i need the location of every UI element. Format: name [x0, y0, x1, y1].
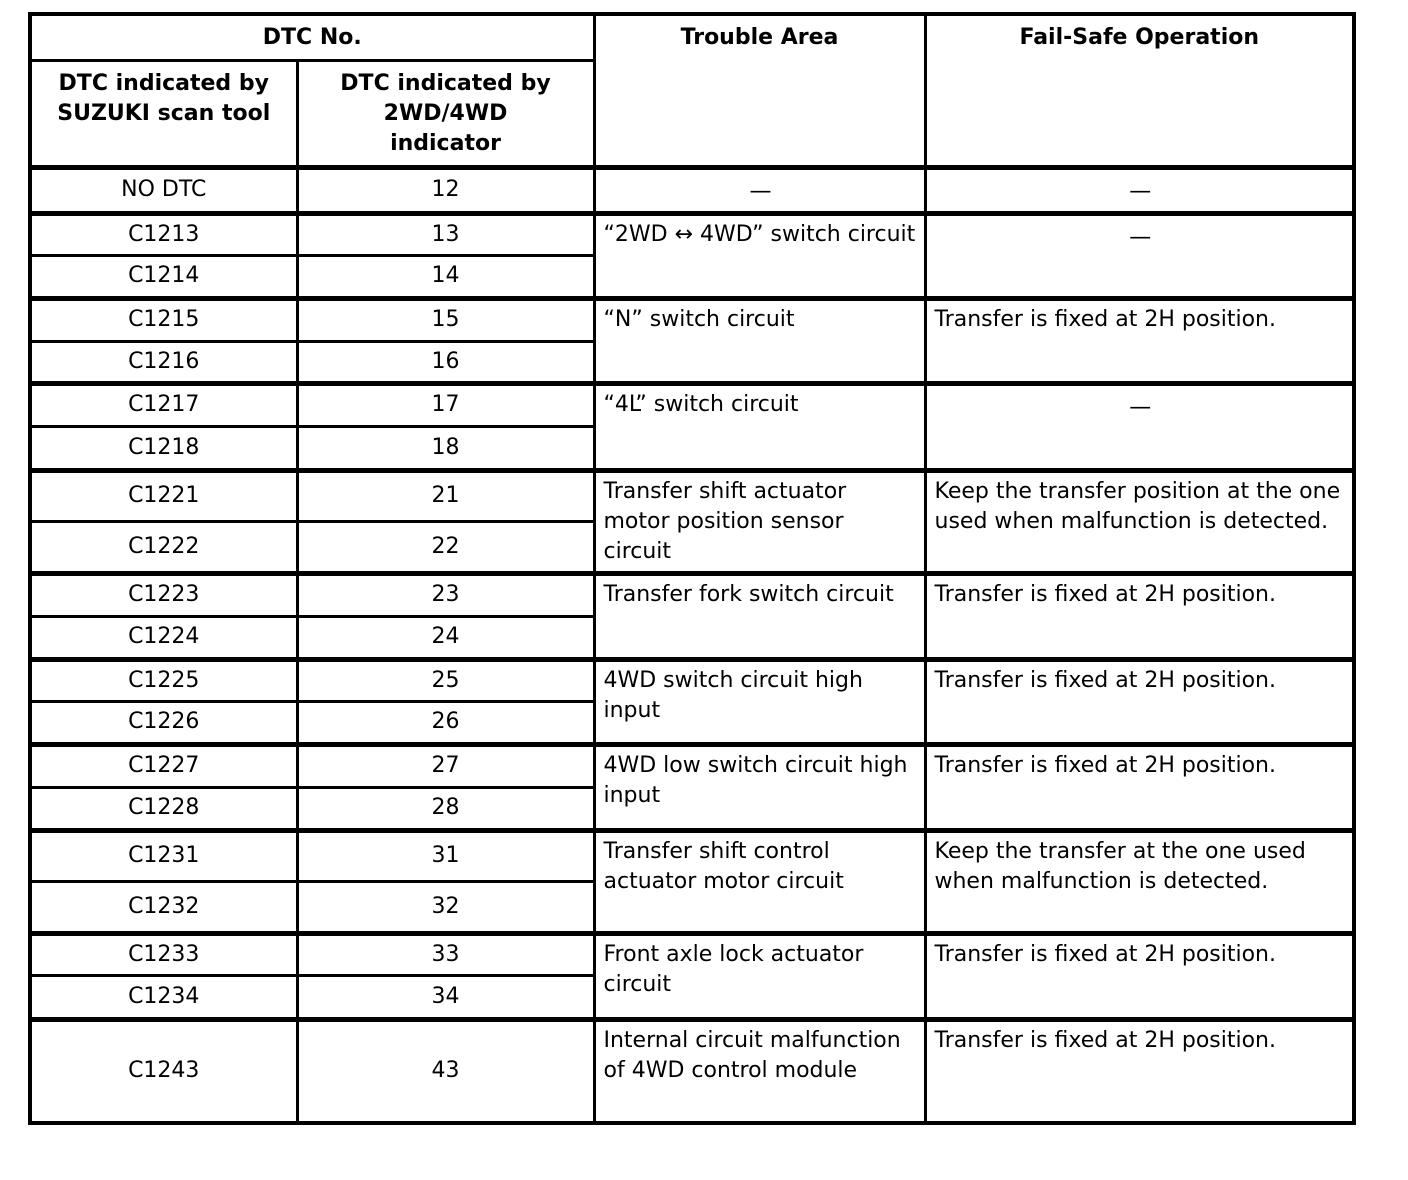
failsafe-cell: Transfer is fixed at 2H position.: [923, 570, 1356, 661]
dtc-code-cell: C1234: [28, 973, 299, 1021]
indicator-code-cell: 43: [295, 1016, 596, 1125]
dtc-table: DTC No. Trouble Area Fail-Safe Operation…: [28, 12, 1356, 1125]
table-row: C1233 33 Front axle lock actuator circuit T…: [28, 930, 1356, 1021]
table-row: C1221 21 Transfer shift actuator motor pos…: [28, 467, 1356, 575]
dtc-code-cell: C1227: [28, 741, 299, 789]
indicator-code-cell: 15: [295, 295, 596, 343]
dtc-code-cell: C1216: [28, 339, 299, 385]
dtc-code-cell: C1218: [28, 424, 299, 472]
table-row: NO DTC 12— —: [28, 164, 1356, 215]
trouble-area-cell: Transfer shift actuator motor position s…: [592, 467, 927, 575]
header-indicator: DTC indicated by 2WD/4WD indicator: [295, 58, 596, 169]
trouble-area-cell: “N” switch circuit: [592, 295, 927, 385]
dtc-code-cell: C1228: [28, 785, 299, 832]
indicator-code-cell: 33: [295, 930, 596, 977]
table-row: C1226 26: [28, 699, 1354, 746]
table-row: C1213 13 “2WD ↔ 4WD” switch circuit —: [28, 210, 1356, 300]
dtc-code-cell: C1214: [28, 253, 299, 300]
dtc-code-cell: C1224: [28, 614, 299, 661]
table-row: C1231 31 Transfer shift control actuator m…: [28, 827, 1356, 935]
table-row: C1243 43 Internal circuit malfunction of 4…: [28, 1016, 1356, 1125]
indicator-code-cell: 34: [295, 973, 596, 1021]
dtc-code-cell: C1215: [28, 295, 299, 343]
indicator-code-cell: 23: [295, 570, 596, 618]
indicator-code-cell: 31: [295, 827, 596, 883]
trouble-area-cell: “2WD ↔ 4WD” switch circuit: [592, 210, 927, 300]
indicator-code-cell: 32: [295, 879, 596, 935]
trouble-area-cell: 4WD switch circuit high input: [592, 656, 927, 746]
indicator-code-cell: 25: [295, 656, 596, 703]
failsafe-cell: —: [923, 380, 1356, 472]
header-trouble-area: Trouble Area: [592, 12, 927, 169]
failsafe-cell: Transfer is fixed at 2H position.: [923, 930, 1356, 1021]
table-row: C1216 16: [28, 339, 1354, 385]
failsafe-cell: Transfer is fixed at 2H position.: [923, 295, 1356, 385]
table-row: C1227 27 4WD low switch circuit high input…: [28, 741, 1356, 832]
failsafe-cell: —: [923, 210, 1356, 300]
header-row-1: DTC No. Trouble Area Fail-Safe Operation: [28, 12, 1356, 169]
table-row: C1224 24: [28, 614, 1354, 661]
dtc-code-cell: C1213: [28, 210, 299, 257]
trouble-area-cell: “4L” switch circuit: [592, 380, 927, 472]
header-row-2: DTC indicated by SUZUKI scan tool DTC in…: [28, 58, 1354, 169]
indicator-code-cell: 26: [295, 699, 596, 746]
header-scan-tool: DTC indicated by SUZUKI scan tool: [28, 58, 299, 169]
header-fail-safe: Fail-Safe Operation: [923, 12, 1356, 169]
indicator-code-cell: 27: [295, 741, 596, 789]
dtc-code-cell: C1226: [28, 699, 299, 746]
dtc-code-cell: C1221: [28, 467, 299, 523]
failsafe-cell: —: [923, 164, 1356, 215]
failsafe-cell: Keep the transfer position at the one us…: [923, 467, 1356, 575]
indicator-code-cell: 18: [295, 424, 596, 472]
dtc-code-cell: C1223: [28, 570, 299, 618]
indicator-code-cell: 22: [295, 519, 596, 575]
failsafe-cell: Transfer is fixed at 2H position.: [923, 656, 1356, 746]
dtc-code-cell: C1233: [28, 930, 299, 977]
failsafe-cell: Transfer is fixed at 2H position.: [923, 1016, 1356, 1125]
header-dtc-no: DTC No.: [28, 12, 596, 62]
dtc-code-cell: NO DTC: [28, 164, 299, 215]
table-row: C1228 28: [28, 785, 1354, 832]
table-row: C1223 23 Transfer fork switch circuit Trans…: [28, 570, 1356, 661]
indicator-code-cell: 14: [295, 253, 596, 300]
indicator-code-cell: 24: [295, 614, 596, 661]
table-row: C1222 22: [28, 519, 1354, 575]
indicator-code-cell: 28: [295, 785, 596, 832]
indicator-code-cell: 17: [295, 380, 596, 428]
trouble-area-cell: Internal circuit malfunction of 4WD cont…: [592, 1016, 927, 1125]
failsafe-cell: Transfer is fixed at 2H position.: [923, 741, 1356, 832]
table-row: C1215 15 “N” switch circuit Transfer is fix…: [28, 295, 1356, 385]
indicator-code-cell: 12: [295, 164, 596, 215]
table-row: C1218 18: [28, 424, 1354, 472]
trouble-area-cell: 4WD low switch circuit high input: [592, 741, 927, 832]
table-row: C1225 25 4WD switch circuit high input Tran…: [28, 656, 1356, 746]
table-row: C1214 14: [28, 253, 1354, 300]
dtc-code-cell: C1231: [28, 827, 299, 883]
dtc-code-cell: C1225: [28, 656, 299, 703]
trouble-area-cell: Transfer shift control actuator motor ci…: [592, 827, 927, 935]
dtc-code-cell: C1222: [28, 519, 299, 575]
table-row: C1232 32: [28, 879, 1354, 935]
trouble-area-cell: Transfer fork switch circuit: [592, 570, 927, 661]
indicator-code-cell: 13: [295, 210, 596, 257]
table-row: C1217 17 “4L” switch circuit —: [28, 380, 1356, 472]
failsafe-cell: Keep the transfer at the one used when m…: [923, 827, 1356, 935]
dtc-code-cell: C1232: [28, 879, 299, 935]
indicator-code-cell: 16: [295, 339, 596, 385]
table-row: C1234 34: [28, 973, 1354, 1021]
trouble-area-cell: —: [592, 164, 927, 215]
indicator-code-cell: 21: [295, 467, 596, 523]
trouble-area-cell: Front axle lock actuator circuit: [592, 930, 927, 1021]
dtc-code-cell: C1217: [28, 380, 299, 428]
dtc-code-cell: C1243: [28, 1016, 299, 1125]
